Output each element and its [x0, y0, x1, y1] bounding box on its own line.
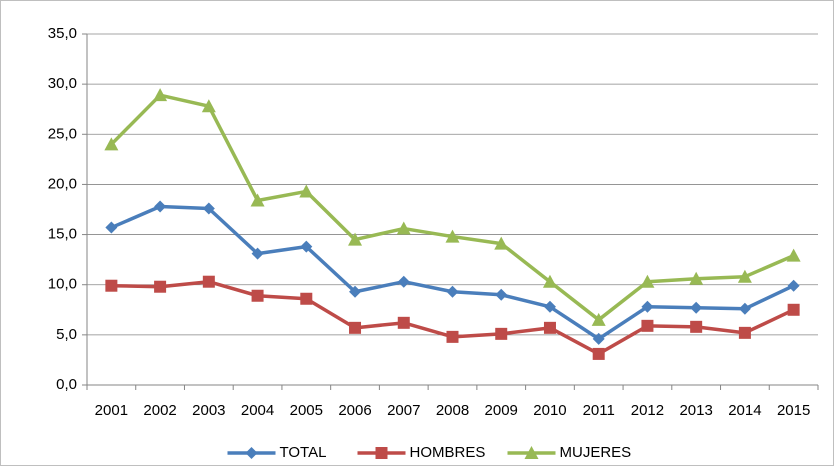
x-tick-label: 2014	[728, 402, 761, 419]
data-point	[495, 288, 508, 301]
data-point	[690, 320, 703, 333]
data-point	[105, 221, 118, 234]
data-point	[300, 292, 313, 305]
data-point	[250, 193, 265, 207]
data-point	[446, 285, 459, 298]
x-tick-label: 2007	[387, 402, 420, 419]
data-point	[738, 326, 751, 339]
data-point	[202, 275, 215, 288]
data-point	[104, 137, 119, 151]
x-tick-label: 2009	[485, 402, 518, 419]
x-tick-label: 2002	[143, 402, 176, 419]
data-point	[445, 229, 460, 243]
data-point	[495, 327, 508, 340]
data-point	[251, 289, 264, 302]
y-tick-label: 20,0	[48, 175, 77, 192]
data-point	[787, 279, 800, 292]
data-point	[397, 275, 410, 288]
data-point	[641, 300, 654, 313]
x-tick-label: 2005	[290, 402, 323, 419]
data-point	[737, 269, 752, 283]
data-point	[349, 285, 362, 298]
data-point	[105, 279, 118, 292]
data-point	[202, 202, 215, 215]
x-tick-label: 2013	[679, 402, 712, 419]
data-point	[397, 316, 410, 329]
data-point	[787, 303, 800, 316]
x-tick-label: 2012	[631, 402, 664, 419]
legend-marker	[245, 447, 258, 459]
data-point	[543, 300, 556, 313]
data-point	[153, 88, 168, 102]
y-tick-label: 10,0	[48, 276, 77, 293]
data-point	[591, 312, 606, 326]
x-tick-label: 2015	[777, 402, 810, 419]
data-point	[640, 274, 655, 288]
legend-label: MUJERES	[560, 444, 632, 461]
legend-label: TOTAL	[280, 444, 327, 461]
legend-label: HOMBRES	[410, 444, 486, 461]
data-point	[690, 301, 703, 314]
data-point	[494, 236, 509, 250]
x-tick-label: 2008	[436, 402, 469, 419]
legend-marker	[524, 446, 539, 459]
x-tick-label: 2010	[533, 402, 566, 419]
data-point	[299, 184, 314, 198]
data-point	[446, 330, 459, 343]
x-tick-label: 2004	[241, 402, 274, 419]
y-tick-label: 30,0	[48, 75, 77, 92]
data-point	[396, 221, 411, 235]
data-point	[154, 280, 167, 293]
data-point	[154, 200, 167, 213]
data-point	[786, 248, 801, 262]
legend-marker	[375, 447, 388, 459]
data-point	[300, 240, 313, 253]
data-point	[689, 271, 704, 285]
data-point	[592, 332, 605, 345]
x-tick-label: 2011	[583, 402, 615, 419]
y-tick-label: 25,0	[48, 125, 77, 142]
data-point	[348, 232, 363, 246]
y-tick-label: 35,0	[48, 25, 77, 42]
x-tick-label: 2006	[338, 402, 371, 419]
data-point	[592, 347, 605, 360]
data-point	[543, 321, 556, 334]
data-point	[542, 274, 557, 288]
data-point	[201, 99, 216, 113]
data-point	[251, 247, 264, 260]
data-point	[738, 302, 751, 315]
y-tick-label: 5,0	[56, 326, 77, 343]
y-tick-label: 15,0	[48, 226, 77, 243]
y-tick-label: 0,0	[56, 376, 77, 393]
data-point	[349, 321, 362, 334]
data-point	[641, 319, 654, 332]
x-tick-label: 2003	[192, 402, 225, 419]
x-tick-label: 2001	[95, 402, 128, 419]
